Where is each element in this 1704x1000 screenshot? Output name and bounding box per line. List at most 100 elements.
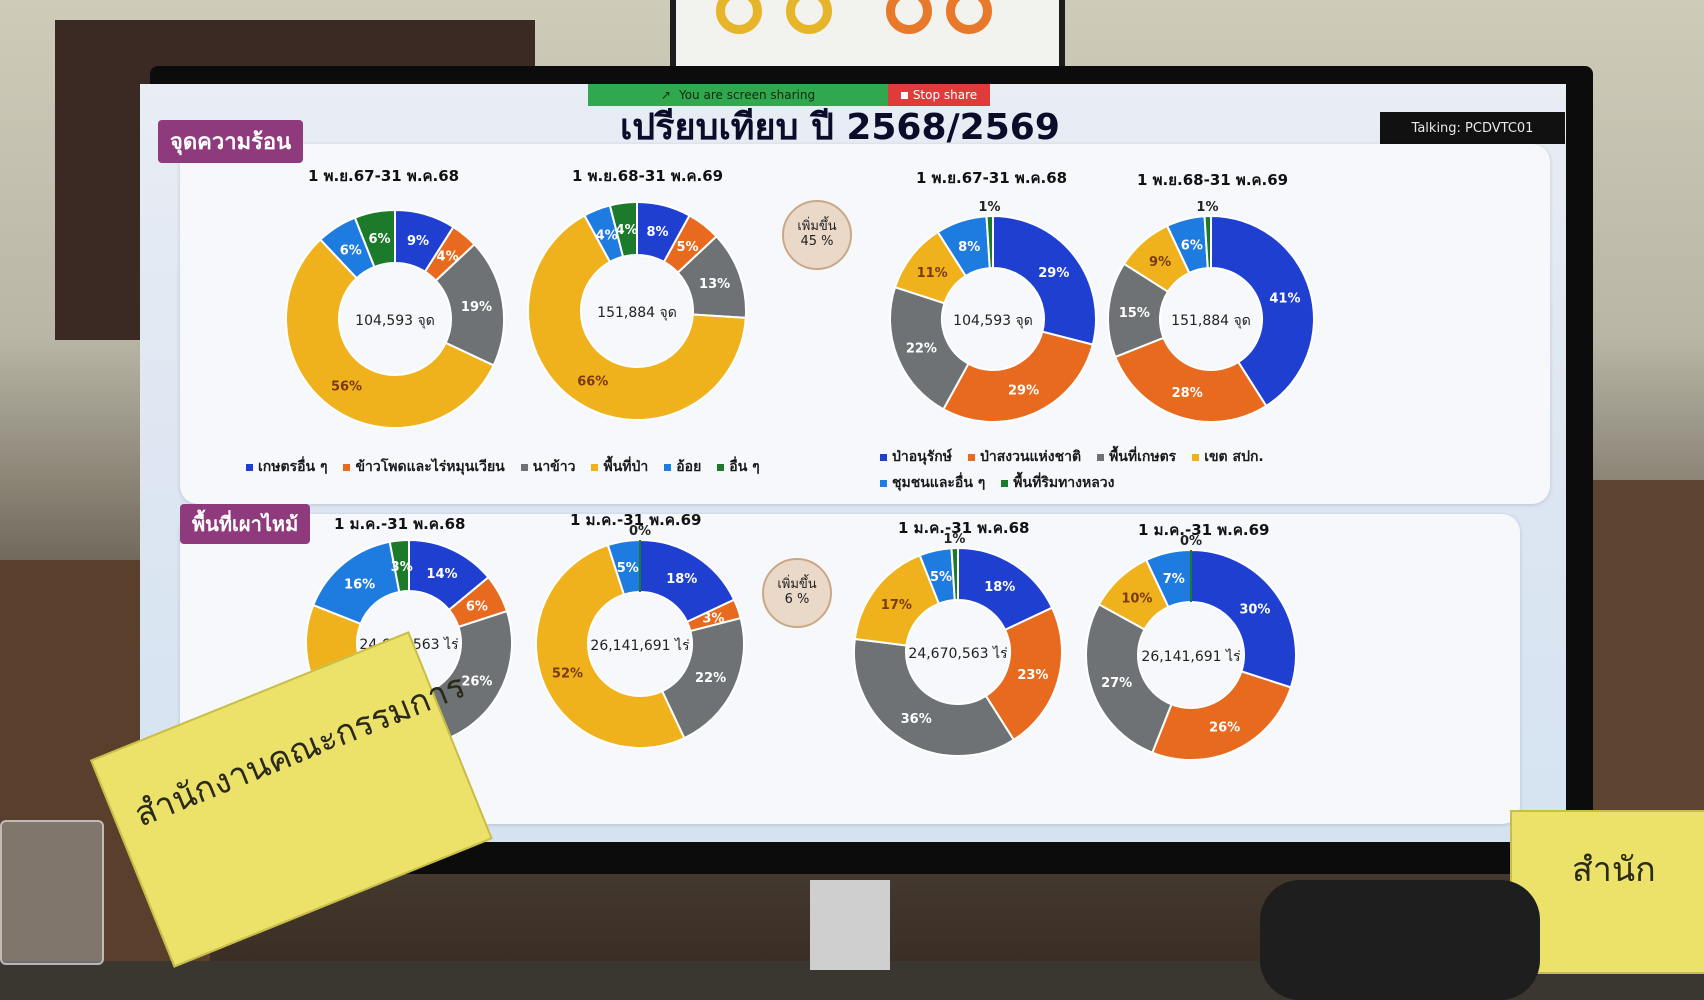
- conference-microphone: [1260, 880, 1540, 1000]
- nameplate-right: สำนัก: [1510, 810, 1704, 974]
- slice-label: 7%: [1163, 572, 1185, 587]
- legend-label: ป่าสงวนแห่งชาติ: [979, 449, 1082, 465]
- increase-bubble: เพิ่มขึ้น 45 %: [782, 200, 852, 270]
- slice-label: 18%: [666, 572, 697, 587]
- slice-label: 10%: [1121, 591, 1152, 606]
- donut-slice: [660, 616, 745, 740]
- slice-label: 29%: [1038, 266, 1069, 281]
- sharing-icon: ↗: [660, 88, 671, 102]
- slice-label: 26%: [461, 674, 492, 689]
- donut-slice: [608, 200, 638, 258]
- slice-label: 5%: [617, 561, 639, 576]
- legend-swatch: [520, 463, 528, 471]
- hotspot-donut-2569: 8% 5% 13% 66% 4% 4% 151,884 จุด: [527, 200, 747, 421]
- talking-indicator: Talking: PCDVTC01: [1380, 112, 1565, 144]
- legend-swatch: [880, 453, 887, 461]
- legend-item: เขต สปก.: [1192, 446, 1264, 468]
- donut-svg: 9% 4% 19% 56% 6% 6%: [285, 208, 505, 429]
- donut-slice: [985, 214, 994, 270]
- slice-label: 52%: [552, 667, 583, 682]
- slice-label: 15%: [1119, 306, 1150, 321]
- increase-bubble: เพิ่มขึ้น 6 %: [762, 558, 832, 628]
- land-use-legend: เกษตรอื่น ๆ ข้าวโพดและไร่หมุนเวียน นาข้าว พ…: [246, 456, 846, 478]
- sharing-text: You are screen sharing: [678, 88, 816, 102]
- monitor-stand: [810, 880, 890, 970]
- slice-label: 18%: [984, 580, 1015, 595]
- donut-center-total: 24,670,563 ไร่: [908, 646, 1008, 662]
- legend-item: ป่าสงวนแห่งชาติ: [967, 446, 1082, 468]
- period-label: 1 ม.ค.-31 พ.ค.68: [334, 515, 466, 533]
- period-label: 1 ม.ค.-31 พ.ค.68: [898, 519, 1030, 537]
- donut-slice: [1151, 670, 1293, 761]
- legend-item: พื้นที่ริมทางหลวง: [1001, 472, 1115, 494]
- increase-label: เพิ่มขึ้น: [797, 219, 837, 235]
- period-label: 1 ม.ค.-31 พ.ค.69: [570, 511, 702, 529]
- donut-svg: 18% 23% 36% 17% 5% 1%: [853, 532, 1063, 757]
- burned-area-donut-2568: 18% 23% 36% 17% 5% 1% 24,670,563 ไร่: [853, 532, 1063, 757]
- legend-label: ป่าอนุรักษ์: [892, 449, 952, 465]
- burned-area-donut-2569: 30% 26% 27% 10% 7% 0% 26,141,691 ไร่: [1085, 534, 1297, 761]
- donut-slice: [1210, 214, 1315, 408]
- slice-label: 4%: [437, 249, 459, 264]
- donut-slice: [942, 330, 1094, 423]
- increase-value: 45 %: [800, 234, 834, 249]
- slice-label: 5%: [677, 240, 699, 255]
- slice-label: 4%: [596, 228, 618, 243]
- water-glass: [0, 820, 104, 965]
- forest-type-legend: ป่าอนุรักษ์ ป่าสงวนแห่งชาติ พื้นที่เกษตร เข…: [880, 446, 1360, 494]
- donut-center-total: 26,141,691 ไร่: [590, 638, 690, 654]
- slice-label: 66%: [577, 375, 608, 390]
- slice-label: 26%: [1209, 720, 1240, 735]
- slice-label: 0%: [1180, 534, 1202, 549]
- screen: ↗ You are screen sharing Stop share Talk…: [140, 84, 1566, 842]
- legend-swatch: [591, 463, 599, 471]
- rear-donut-4: [946, 0, 992, 34]
- slice-label: 22%: [906, 341, 937, 356]
- legend-swatch: [1097, 453, 1105, 461]
- donut-svg: 29% 29% 22% 11% 8% 1%: [889, 200, 1097, 423]
- legend-swatch: [717, 463, 725, 471]
- donut-slice: [984, 606, 1063, 742]
- legend-label: นาข้าว: [532, 459, 576, 475]
- rear-donut-1: [716, 0, 762, 34]
- legend-item: พื้นที่เกษตร: [1097, 446, 1176, 468]
- donut-slice: [1085, 603, 1173, 754]
- increase-value: 6 %: [784, 592, 810, 607]
- period-label: 1 พ.ย.68-31 พ.ค.69: [1137, 171, 1289, 189]
- donut-slice: [889, 285, 970, 411]
- legend-swatch: [246, 463, 253, 471]
- legend-label: เขต สปก.: [1204, 449, 1264, 465]
- slice-label: 19%: [461, 300, 492, 315]
- stop-share-label: Stop share: [912, 88, 978, 102]
- legend-item: พื้นที่ป่า: [591, 456, 648, 478]
- slice-label: 23%: [1017, 668, 1048, 683]
- slice-label: 8%: [958, 240, 980, 255]
- donut-center-total: 104,593 จุด: [355, 313, 435, 329]
- page-title: เปรียบเทียบ ปี 2568/2569: [620, 107, 1060, 148]
- donut-center-total: 26,141,691 ไร่: [1141, 649, 1241, 665]
- rear-donut-3: [886, 0, 932, 34]
- legend-item: นาข้าว: [520, 456, 576, 478]
- donut-slice: [950, 546, 959, 602]
- slice-label: 5%: [930, 570, 952, 585]
- slice-label: 13%: [699, 277, 730, 292]
- donut-slice: [1113, 336, 1268, 423]
- legend-swatch: [1001, 479, 1009, 487]
- rear-projection-screen: [670, 0, 1065, 72]
- slice-label: 9%: [407, 234, 429, 249]
- legend-swatch: [967, 453, 975, 461]
- hotspot-donut-2568: 9% 4% 19% 56% 6% 6% 104,593 จุด: [285, 208, 505, 429]
- rear-donut-2: [786, 0, 832, 34]
- slice-label: 4%: [616, 223, 638, 238]
- donut-slice: [527, 214, 747, 421]
- donut-slice: [1203, 214, 1212, 270]
- donut-slice: [353, 208, 396, 269]
- screen-sharing-bar: ↗ You are screen sharing: [588, 84, 888, 106]
- period-label: 1 พ.ย.67-31 พ.ค.68: [308, 167, 460, 185]
- slice-label: 6%: [340, 243, 362, 258]
- slice-label: 1%: [978, 200, 1000, 215]
- donut-center-total: 151,884 จุด: [1171, 313, 1251, 329]
- donut-slice: [992, 214, 1097, 346]
- stop-share-button[interactable]: Stop share: [888, 84, 990, 106]
- slice-label: 6%: [466, 600, 488, 615]
